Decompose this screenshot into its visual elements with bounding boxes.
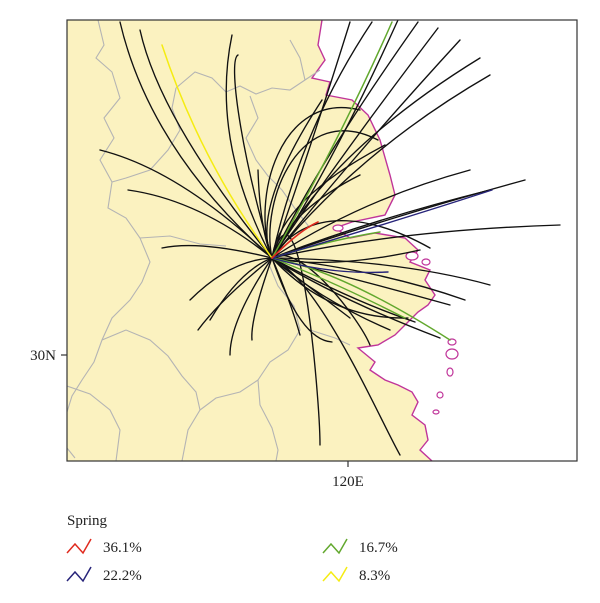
trajectory-line (197, 257, 273, 331)
trajectory-line (271, 189, 491, 259)
legend: Spring 36.1% 22.2% 16.7% 8.3% (66, 513, 398, 584)
trajectory-line (264, 107, 361, 259)
legend-item-label: 36.1% (103, 540, 142, 556)
trajectory-line (127, 189, 273, 259)
trajectory-line (139, 29, 273, 259)
legend-title: Spring (67, 513, 108, 529)
trajectory-line (99, 149, 273, 259)
legend-item: 8.3% (322, 566, 390, 584)
legend-item-label: 16.7% (359, 540, 398, 556)
trajectory-line (271, 21, 393, 259)
province-borders (67, 20, 351, 461)
lat-tick-label: 30N (30, 348, 56, 364)
trajectory-line (229, 257, 273, 356)
legend-swatch (322, 566, 348, 583)
trajectory-line (271, 224, 561, 259)
trajectory-line (271, 39, 461, 259)
trajectory-line (271, 21, 373, 259)
trajectory-line (271, 257, 441, 339)
trajectory-line (271, 257, 351, 319)
trajectory-line (233, 54, 273, 259)
trajectory-line (225, 34, 273, 259)
trajectory-line (119, 21, 273, 259)
trajectory-line (161, 244, 273, 259)
legend-item: 22.2% (66, 566, 142, 584)
trajectory-line (271, 257, 451, 341)
legend-item: 16.7% (322, 538, 398, 556)
trajectory-line (271, 57, 481, 259)
trajectory-line (271, 74, 491, 259)
trajectory-line (271, 257, 301, 336)
legend-item-label: 8.3% (359, 568, 390, 584)
lon-tick-label: 120E (332, 474, 364, 490)
trajectory-line (271, 254, 371, 346)
trajectory-line (269, 130, 379, 259)
trajectory-line (271, 21, 419, 259)
trajectory-line (251, 257, 273, 341)
map-frame (66, 19, 578, 462)
trajectory-line (271, 257, 333, 343)
trajectory-line (271, 257, 416, 323)
trajectory-line (271, 219, 431, 259)
legend-swatch (322, 538, 348, 555)
trajectory-line (257, 169, 273, 259)
legend-swatch (66, 566, 92, 583)
trajectory-line (271, 257, 401, 456)
trajectory-line (271, 257, 406, 319)
trajectory-line (271, 257, 491, 286)
trajectory-line (271, 221, 319, 259)
legend-swatch (66, 538, 92, 555)
trajectory-line (271, 257, 389, 274)
trajectory-line (271, 174, 361, 259)
trajectory-line (189, 257, 273, 301)
legend-item: 36.1% (66, 538, 142, 556)
trajectory-line (161, 44, 273, 259)
trajectory-line (209, 257, 273, 321)
trajectory-line (271, 189, 493, 259)
legend-item-label: 22.2% (103, 568, 142, 584)
trajectory-lines (99, 20, 561, 456)
